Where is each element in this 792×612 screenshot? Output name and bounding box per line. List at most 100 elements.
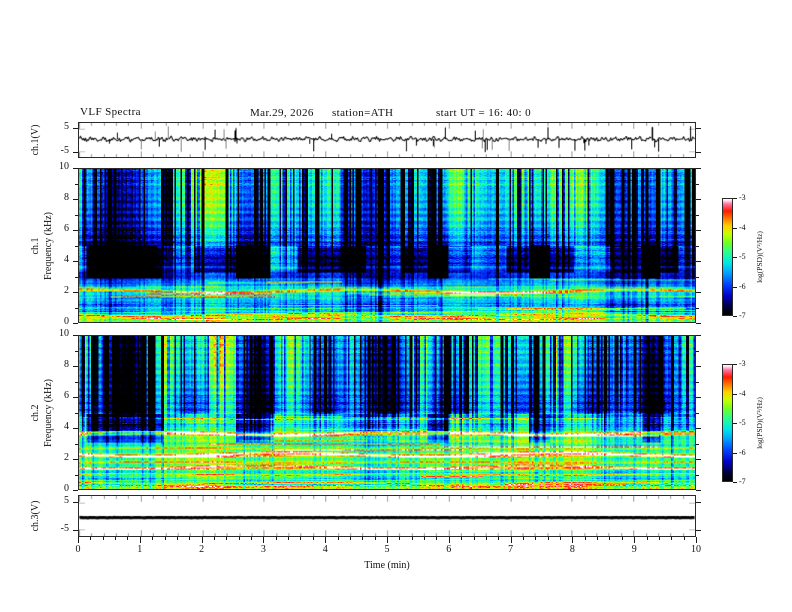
ch1-spec-ytick-label: 4: [64, 254, 69, 265]
plot-header: VLF Spectra Mar.29, 2026 station=ATH sta…: [78, 106, 696, 122]
ch1-spec-ytick-minor-right: [696, 215, 699, 216]
ch1-spec-ytick-label: 10: [59, 161, 69, 172]
xtick: [350, 537, 351, 540]
colorbar-ch1: [722, 198, 733, 316]
cbar-ch1-tick-label: -3: [739, 193, 746, 202]
xtick: [548, 537, 549, 540]
xtick: [387, 537, 388, 543]
ch2-spec-ytick-minor-right: [696, 475, 699, 476]
ch1-spec-ytick-minor: [75, 215, 78, 216]
ch3-voltage-axis-title: ch.3(V): [30, 500, 41, 532]
ch1-spec-axis-title: ch.1: [30, 237, 41, 255]
ch1-spec-ytick-right: [696, 199, 701, 200]
xtick: [189, 537, 190, 540]
xtick: [313, 537, 314, 540]
ch2-spec-ytick-label: 8: [64, 359, 69, 370]
xtick-label: 4: [322, 544, 328, 555]
panel-ch2-spectrogram: [78, 335, 696, 490]
ch1-spec-ytick-right: [696, 292, 701, 293]
xtick: [560, 537, 561, 540]
xtick-label: 8: [569, 544, 575, 555]
ch3-waveform-canvas: [79, 496, 695, 536]
xtick: [177, 537, 178, 540]
cbar-ch2-tick: [733, 394, 737, 395]
cbar-ch2-unit-label: log(PSD)(V²/Hz): [755, 397, 764, 449]
ch2-spec-ytick-right: [696, 397, 701, 398]
ch1-spec-ytick-label: 6: [64, 223, 69, 234]
xtick-label: 6: [446, 544, 452, 555]
cbar-ch1-tick-label: -4: [739, 222, 746, 232]
ch2-spec-ytick-minor: [75, 382, 78, 383]
ch2-spec-ytick-right: [696, 428, 701, 429]
xtick: [276, 537, 277, 540]
ch1-wave-ytick-label: 5: [64, 121, 69, 132]
xtick: [671, 537, 672, 540]
station-label: station=ATH: [332, 107, 394, 119]
cbar-ch2-tick-label: -5: [739, 418, 746, 427]
xtick: [325, 537, 326, 543]
xtick: [523, 537, 524, 540]
xtick-label: 1: [137, 544, 143, 555]
ch2-spec-ytick-right: [696, 459, 701, 460]
ch1-spec-freq-axis-title: Frequency (kHz): [43, 211, 54, 281]
ch2-spec-ytick-minor: [75, 413, 78, 414]
ch2-spec-ytick: [73, 366, 78, 367]
ch3-wave-ytick: [73, 502, 78, 503]
ch1-wave-ytick-right: [696, 152, 701, 153]
ch2-spec-ytick-label: 2: [64, 452, 69, 463]
x-axis-title: Time (min): [364, 560, 410, 571]
panel-ch1-waveform: [78, 122, 696, 158]
ch1-wave-ytick: [73, 152, 78, 153]
ch1-spectrogram-canvas: [79, 169, 695, 322]
xtick: [622, 537, 623, 540]
ch2-spec-ytick-right: [696, 335, 701, 336]
colorbar-ch2-canvas: [723, 365, 732, 481]
ch1-spec-ytick-right: [696, 323, 701, 324]
cbar-ch2-tick: [733, 482, 737, 483]
cbar-ch2-tick: [733, 423, 737, 424]
start-ut-label: start UT = 16: 40: 0: [436, 107, 531, 119]
ch2-spec-ytick-label: 0: [64, 483, 69, 494]
xtick: [412, 537, 413, 540]
ch1-spec-ytick-minor-right: [696, 308, 699, 309]
cbar-ch2-tick: [733, 364, 737, 365]
xtick: [103, 537, 104, 540]
xtick-label: 3: [260, 544, 266, 555]
ch2-spectrogram-canvas: [79, 336, 695, 489]
xtick-label: 7: [508, 544, 514, 555]
xtick: [127, 537, 128, 540]
ch2-spec-ytick: [73, 459, 78, 460]
xtick: [239, 537, 240, 540]
xtick-label: 0: [75, 544, 81, 555]
ch2-spec-ytick: [73, 428, 78, 429]
xtick: [152, 537, 153, 540]
cbar-ch2-tick: [733, 453, 737, 454]
ch1-wave-ytick-label: -5: [60, 145, 69, 156]
cbar-ch1-tick: [733, 257, 737, 258]
ch3-wave-ytick-label: -5: [60, 523, 69, 534]
ch1-spec-ytick-minor-right: [696, 184, 699, 185]
cbar-ch2-tick-label: -3: [739, 359, 746, 368]
ch1-wave-ytick: [73, 128, 78, 129]
ch1-spec-ytick: [73, 261, 78, 262]
xtick: [202, 537, 203, 543]
ch1-spec-ytick: [73, 292, 78, 293]
xtick: [461, 537, 462, 540]
ch2-spec-ytick-label: 6: [64, 390, 69, 401]
cbar-ch1-tick: [733, 198, 737, 199]
xtick: [165, 537, 166, 540]
plot-date: Mar.29, 2026: [250, 107, 314, 119]
ch1-spec-ytick-minor: [75, 277, 78, 278]
cbar-ch1-tick: [733, 316, 737, 317]
ch1-spec-ytick-minor: [75, 246, 78, 247]
ch3-wave-ytick-label: 5: [64, 495, 69, 506]
cbar-ch1-tick-label: -5: [739, 252, 746, 261]
xtick: [634, 537, 635, 543]
xtick: [288, 537, 289, 540]
ch1-spec-ytick-label: 2: [64, 285, 69, 296]
xtick: [263, 537, 264, 543]
xtick: [300, 537, 301, 540]
xtick: [424, 537, 425, 540]
xtick: [498, 537, 499, 540]
